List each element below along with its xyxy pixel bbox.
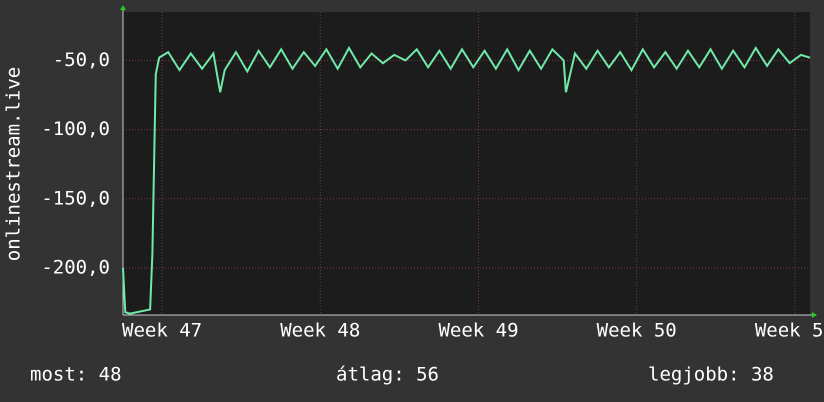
axis-arrow [812, 312, 817, 318]
stat-label: átlag: 56 [336, 364, 439, 386]
y-tick-label: -200,0 [41, 256, 110, 278]
x-tick-label: Week 48 [280, 320, 360, 342]
axis-arrow [120, 5, 126, 10]
data-line [122, 45, 811, 315]
y-tick-label: -150,0 [41, 187, 110, 209]
y-tick-label: -50,0 [53, 49, 110, 71]
x-tick-label: Week 51 [755, 320, 824, 342]
y-tick-label: -100,0 [41, 118, 110, 140]
x-tick-label: Week 50 [597, 320, 677, 342]
x-tick-label: Week 47 [122, 320, 202, 342]
y-axis-label: onlinestream.live [3, 67, 25, 261]
stat-label: most: 48 [30, 364, 122, 386]
stat-label: legjobb: 38 [648, 364, 774, 386]
x-tick-label: Week 49 [438, 320, 518, 342]
